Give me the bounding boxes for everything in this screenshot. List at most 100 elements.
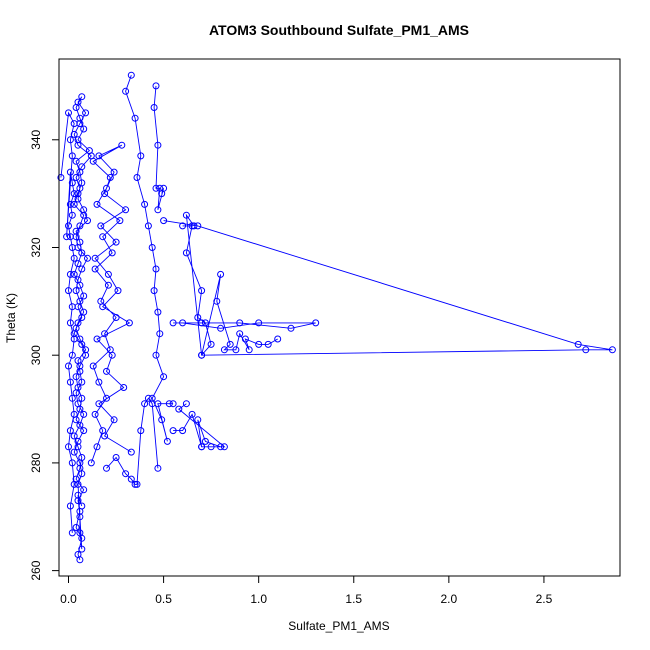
- data-point: [70, 270, 78, 278]
- data-point: [76, 421, 84, 429]
- data-point: [66, 168, 74, 176]
- data-point: [91, 410, 99, 418]
- data-point: [156, 330, 164, 338]
- data-point: [65, 222, 72, 230]
- data-point: [76, 405, 84, 413]
- data-point: [78, 545, 86, 553]
- data-point: [255, 340, 263, 348]
- data-point: [78, 502, 86, 510]
- data-point: [148, 244, 156, 251]
- data-point: [70, 120, 78, 128]
- x-tick-label: 1.0: [250, 592, 267, 606]
- data-point: [245, 346, 253, 354]
- data-point: [179, 319, 187, 327]
- data-point: [158, 190, 166, 198]
- data-point: [89, 157, 97, 165]
- series-line-2: [90, 144, 132, 464]
- data-point: [80, 486, 88, 494]
- y-tick-label: 320: [29, 237, 43, 257]
- data-point: [190, 222, 198, 230]
- data-point: [194, 314, 202, 321]
- chart-title: ATOM3 Southbound Sulfate_PM1_AMS: [209, 22, 469, 38]
- data-point: [112, 454, 120, 461]
- data-point: [80, 292, 88, 300]
- data-point: [194, 416, 202, 424]
- data-point: [70, 254, 78, 262]
- data-point: [104, 281, 112, 289]
- series-line-6: [173, 403, 226, 448]
- data-point: [91, 265, 99, 273]
- data-point: [169, 400, 177, 408]
- data-point: [89, 362, 97, 370]
- data-point: [93, 443, 101, 451]
- data-point: [110, 168, 118, 176]
- data-point: [84, 254, 91, 262]
- data-point: [133, 174, 141, 181]
- data-point: [108, 249, 116, 257]
- data-point: [74, 384, 82, 391]
- data-point: [74, 141, 82, 149]
- data-point: [141, 200, 149, 208]
- data-point: [63, 233, 71, 241]
- data-point: [80, 410, 88, 418]
- data-point: [160, 373, 168, 381]
- data-point: [127, 448, 135, 456]
- data-point: [152, 351, 160, 359]
- data-point: [80, 125, 88, 133]
- data-point: [116, 217, 124, 225]
- data-point: [95, 378, 103, 386]
- data-point: [217, 324, 225, 332]
- data-point: [68, 303, 76, 311]
- data-point: [122, 470, 130, 478]
- data-point: [74, 443, 82, 451]
- data-point: [78, 93, 86, 101]
- data-point: [217, 443, 225, 451]
- data-point: [68, 459, 76, 467]
- data-point: [74, 480, 82, 488]
- data-point: [78, 179, 86, 187]
- data-point: [144, 394, 152, 402]
- data-point: [99, 303, 107, 311]
- plot-frame: [58, 58, 621, 577]
- data-point: [78, 249, 86, 257]
- data-point: [66, 427, 74, 435]
- data-point: [236, 319, 244, 327]
- data-point: [101, 330, 109, 338]
- y-tick-label: 260: [29, 560, 43, 580]
- y-axis-label: Theta (K): [4, 293, 18, 343]
- data-point: [66, 319, 74, 327]
- data-point: [99, 233, 107, 241]
- data-point: [169, 319, 177, 327]
- data-point: [127, 475, 135, 483]
- data-point: [65, 109, 72, 117]
- data-point: [287, 324, 295, 332]
- data-point: [66, 233, 74, 241]
- data-point: [70, 190, 78, 198]
- data-point: [70, 200, 78, 208]
- data-point: [84, 217, 91, 225]
- data-point: [76, 367, 84, 375]
- series-line-3: [125, 75, 174, 442]
- series-line-9: [163, 213, 613, 356]
- data-point: [194, 222, 202, 230]
- data-point: [198, 287, 206, 295]
- data-point: [154, 464, 162, 472]
- data-point: [78, 470, 86, 478]
- data-point: [137, 152, 145, 160]
- data-point: [118, 141, 126, 149]
- data-point: [97, 222, 105, 230]
- data-point: [154, 206, 162, 214]
- data-point: [101, 432, 109, 440]
- data-point: [74, 551, 82, 558]
- data-point: [68, 211, 76, 219]
- data-point: [80, 211, 88, 219]
- data-point: [112, 314, 120, 321]
- data-point: [131, 114, 139, 122]
- data-point: [152, 82, 160, 90]
- data-point: [87, 459, 95, 467]
- data-point: [68, 244, 76, 251]
- data-point: [133, 480, 141, 488]
- data-point: [66, 270, 74, 278]
- data-point: [80, 427, 88, 435]
- x-axis-label: Sulfate_PM1_AMS: [288, 619, 389, 633]
